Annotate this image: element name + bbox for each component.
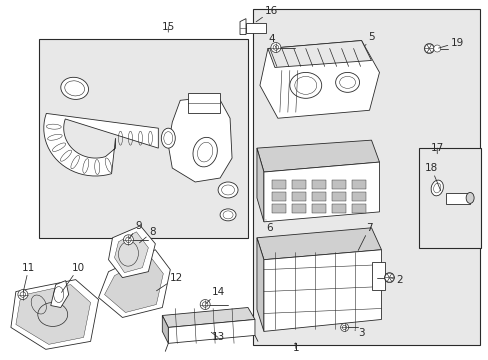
Bar [291, 204, 305, 213]
Polygon shape [428, 44, 433, 49]
Text: 13: 13 [211, 332, 224, 342]
Bar [371, 262, 385, 289]
Text: 12: 12 [156, 273, 183, 291]
Ellipse shape [289, 72, 321, 98]
Text: 19: 19 [438, 37, 463, 48]
Bar [291, 180, 305, 189]
Polygon shape [386, 278, 391, 282]
Ellipse shape [193, 138, 217, 167]
Bar [311, 180, 325, 189]
Polygon shape [260, 41, 379, 118]
Text: 5: 5 [365, 32, 374, 45]
Ellipse shape [220, 209, 236, 221]
Bar [39, 39, 247, 238]
Polygon shape [426, 49, 431, 53]
Polygon shape [168, 96, 232, 182]
Ellipse shape [433, 45, 440, 52]
Polygon shape [388, 273, 394, 278]
Polygon shape [386, 273, 391, 278]
Polygon shape [99, 250, 170, 318]
Bar [351, 204, 365, 213]
Circle shape [123, 235, 133, 245]
Ellipse shape [465, 193, 473, 203]
Polygon shape [256, 148, 264, 222]
Text: 10: 10 [61, 263, 85, 292]
Bar [331, 204, 345, 213]
Text: 8: 8 [139, 227, 155, 243]
Polygon shape [108, 226, 155, 278]
Text: 16: 16 [256, 6, 278, 22]
Polygon shape [162, 307, 254, 328]
Text: 7: 7 [357, 223, 372, 251]
Polygon shape [114, 232, 148, 273]
Polygon shape [256, 140, 379, 172]
Ellipse shape [218, 182, 238, 198]
Bar [331, 192, 345, 201]
Bar [311, 204, 325, 213]
Polygon shape [44, 113, 158, 176]
Polygon shape [424, 49, 428, 53]
Polygon shape [168, 319, 254, 343]
Ellipse shape [430, 180, 443, 196]
Circle shape [270, 42, 280, 53]
Polygon shape [426, 44, 431, 49]
Text: 3: 3 [354, 328, 364, 338]
Text: 6: 6 [265, 220, 273, 233]
Text: 18: 18 [424, 163, 440, 191]
Polygon shape [11, 280, 99, 349]
Circle shape [200, 300, 210, 310]
Bar [311, 192, 325, 201]
Text: 14: 14 [206, 287, 224, 303]
Text: 11: 11 [22, 263, 36, 292]
Bar [245, 23, 265, 32]
Polygon shape [16, 285, 90, 345]
Bar [271, 192, 285, 201]
Bar [271, 180, 285, 189]
Bar [252, 9, 479, 345]
Polygon shape [256, 238, 264, 332]
Circle shape [18, 289, 28, 300]
Polygon shape [267, 41, 371, 67]
Text: 9: 9 [129, 221, 142, 239]
Bar [331, 180, 345, 189]
Polygon shape [162, 315, 168, 343]
Bar [419, 148, 480, 248]
Bar [351, 192, 365, 201]
Circle shape [340, 323, 348, 332]
Bar [291, 192, 305, 201]
Ellipse shape [335, 72, 359, 92]
Polygon shape [264, 250, 381, 332]
Bar [271, 204, 285, 213]
Text: 17: 17 [430, 143, 443, 154]
Polygon shape [256, 228, 381, 260]
Polygon shape [388, 278, 394, 282]
Bar [351, 180, 365, 189]
Text: 2: 2 [390, 275, 402, 285]
Ellipse shape [161, 128, 175, 148]
Polygon shape [428, 49, 433, 53]
Polygon shape [51, 280, 68, 307]
Polygon shape [384, 278, 388, 282]
Ellipse shape [61, 77, 88, 99]
Text: 4: 4 [268, 33, 275, 48]
Text: 15: 15 [162, 22, 175, 32]
Bar [188, 93, 220, 113]
Polygon shape [240, 19, 245, 35]
Polygon shape [424, 44, 428, 49]
Polygon shape [264, 162, 379, 222]
Bar [446, 193, 469, 204]
Polygon shape [104, 257, 163, 312]
Polygon shape [384, 273, 388, 278]
Text: 1: 1 [292, 343, 299, 354]
